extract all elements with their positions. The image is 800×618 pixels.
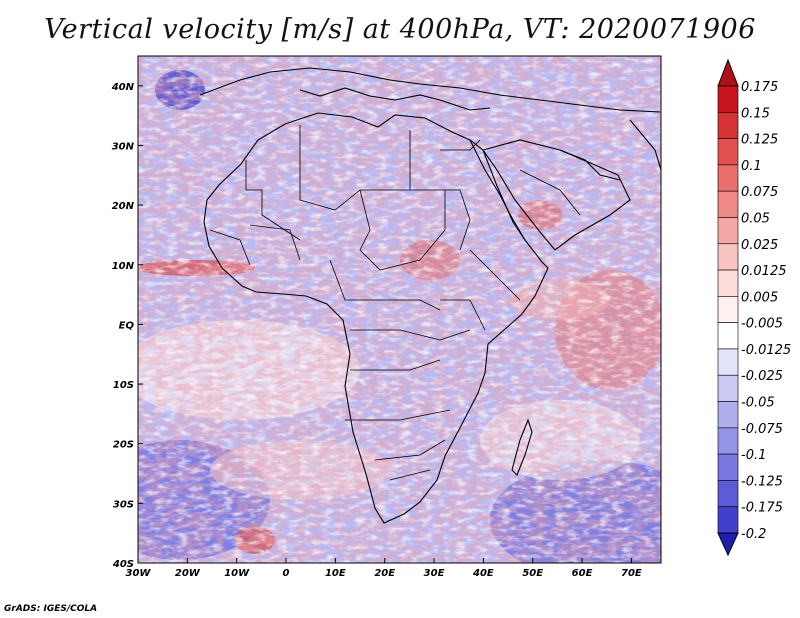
lon-tick-label: 70E — [621, 568, 642, 579]
colorbar-top-arrow — [717, 58, 739, 87]
coastlines — [199, 67, 661, 524]
colorbar-label: 0.1 — [741, 159, 762, 174]
country-borders — [209, 125, 581, 481]
colorbar-swatch — [717, 374, 739, 402]
colorbar: 0.175 0.15 0.125 0.1 0.075 0.05 0.025 0.0125 0.0… — [717, 58, 791, 557]
lat-tick-label: 40S — [112, 559, 134, 570]
mediterranean-north — [299, 87, 491, 111]
europe-coastline — [199, 67, 661, 113]
colorbar-label: -0.175 — [741, 501, 783, 516]
lat-tick-label: 10S — [113, 380, 134, 391]
colorbar-swatch — [717, 427, 739, 455]
lon-tick-label: 40E — [472, 568, 494, 579]
lat-tick-label: EQ — [119, 320, 135, 331]
colorbar-swatch — [717, 190, 739, 218]
colorbar-swatch — [717, 243, 739, 271]
colorbar-label: 0.05 — [741, 211, 770, 226]
colorbar-label: 0.175 — [741, 80, 778, 95]
colorbar-label: -0.0125 — [741, 343, 791, 358]
colorbar-swatch — [717, 480, 739, 508]
lat-tick-label: 40N — [111, 82, 135, 93]
colorbar-label: 0.0125 — [741, 264, 787, 279]
lon-tick-label: 10W — [224, 568, 250, 579]
lat-tick-label: 30N — [112, 141, 135, 152]
colorbar-label: -0.005 — [741, 317, 783, 332]
colorbar-swatch — [717, 111, 739, 139]
madagascar-coastline — [511, 418, 533, 476]
lat-tick-label: 30S — [113, 499, 134, 510]
colorbar-swatch — [717, 164, 739, 192]
africa-coastline — [203, 112, 549, 524]
lon-tick-label: 10E — [325, 568, 346, 579]
colorbar-swatch — [717, 85, 739, 113]
colorbar-swatch — [717, 138, 739, 166]
colorbar-swatch — [717, 453, 739, 481]
colorbar-label: 0.125 — [741, 133, 778, 148]
lat-tick-label: 20S — [113, 440, 134, 451]
lon-tick-label: 30W — [126, 568, 152, 579]
india-coast — [629, 119, 661, 171]
chart-title: Vertical velocity [m/s] at 400hPa, VT: 2… — [44, 14, 756, 45]
colorbar-swatch — [717, 348, 739, 376]
colorbar-label: -0.1 — [741, 448, 766, 463]
colorbar-label: -0.05 — [741, 396, 775, 411]
credit-text: GrADS: IGES/COLA — [4, 604, 98, 614]
colorbar-swatch — [717, 401, 739, 429]
lon-tick-label: 60E — [572, 568, 593, 579]
colorbar-bottom-arrow — [717, 532, 739, 557]
lon-tick-label: 20E — [374, 568, 395, 579]
colorbar-swatch — [717, 506, 739, 534]
colorbar-label: -0.025 — [741, 369, 783, 384]
colorbar-label: 0.025 — [741, 238, 778, 253]
longitude-axis: 30W 20W 10W 0 10E 20E 30E 40E 50E 60E 70E — [126, 558, 642, 579]
lat-tick-label: 20N — [112, 201, 135, 212]
latitude-axis: 40N 30N 20N 10N EQ 10S 20S 30S 40S — [111, 82, 143, 570]
map-frame — [137, 55, 662, 564]
lon-tick-label: 0 — [283, 568, 290, 579]
vertical-velocity-field — [138, 56, 661, 563]
colorbar-label: 0.15 — [741, 106, 770, 121]
lon-tick-label: 50E — [522, 568, 543, 579]
colorbar-label: 0.075 — [741, 185, 778, 200]
lat-tick-label: 10N — [112, 261, 135, 272]
colorbar-label: -0.2 — [741, 527, 766, 542]
colorbar-swatch — [717, 269, 739, 297]
colorbar-swatch — [717, 322, 739, 350]
red-sea — [469, 139, 526, 241]
colorbar-label: -0.125 — [741, 474, 783, 489]
lon-tick-label: 30E — [424, 568, 445, 579]
colorbar-label: -0.075 — [741, 422, 783, 437]
lon-tick-label: 20W — [175, 568, 201, 579]
colorbar-swatch — [717, 217, 739, 245]
colorbar-swatch — [717, 296, 739, 323]
gulf-coast — [559, 149, 621, 181]
colorbar-label: 0.005 — [741, 290, 778, 305]
